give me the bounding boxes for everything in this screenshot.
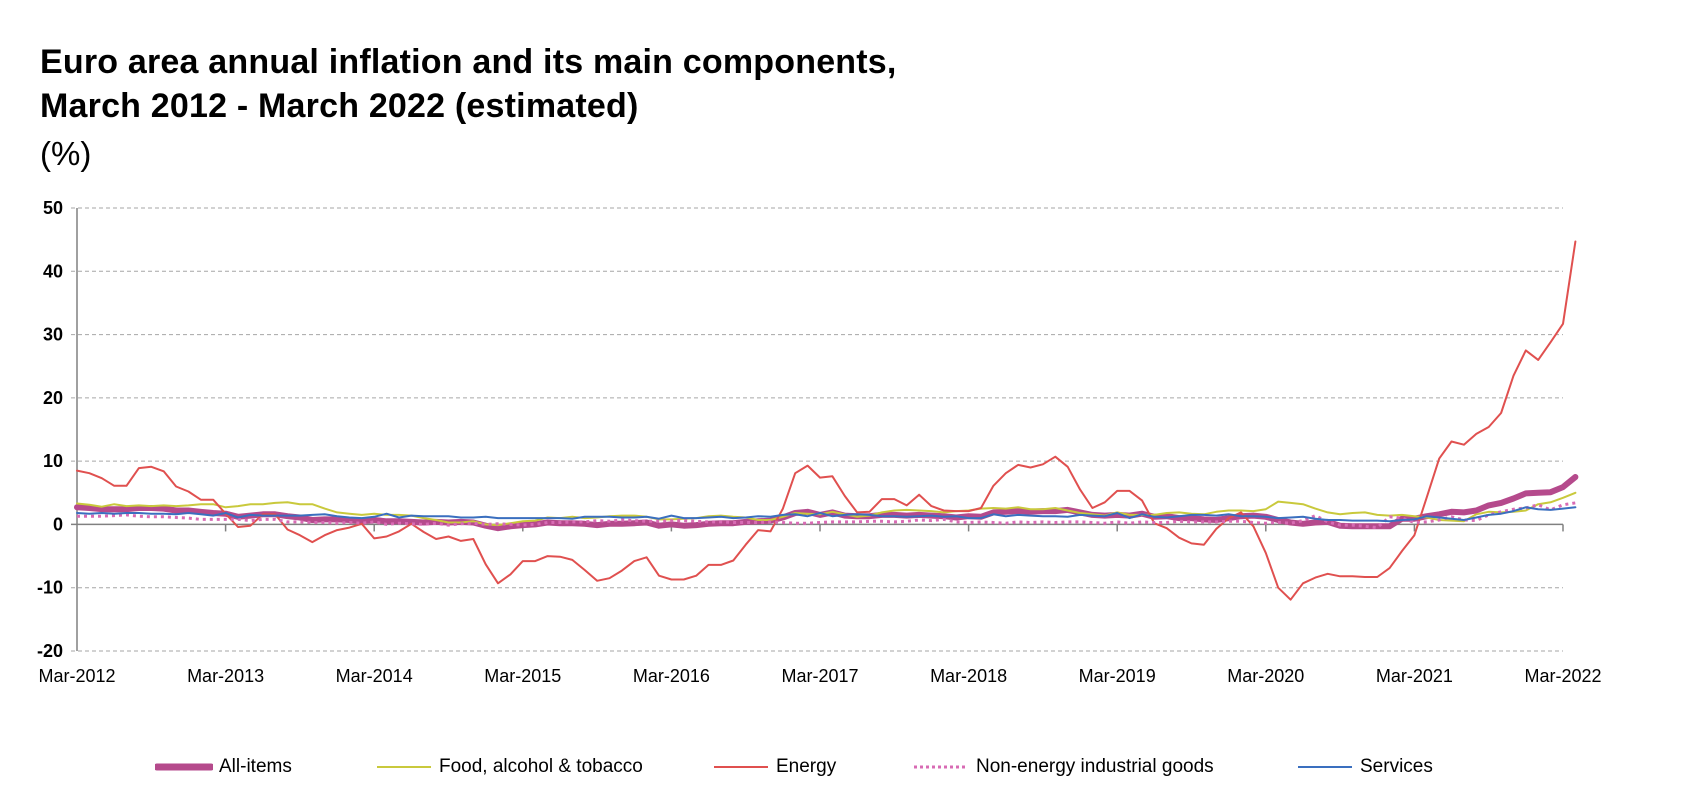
x-tick-label: Mar-2020 <box>1227 666 1304 686</box>
x-tick-label: Mar-2018 <box>930 666 1007 686</box>
x-tick-label: Mar-2016 <box>633 666 710 686</box>
series-lines <box>74 240 1579 601</box>
y-tick-label: 10 <box>43 451 63 471</box>
legend: All-items Food, alcohol & tobacco Energy… <box>0 752 1688 782</box>
y-axis-tick-labels: 50 40 30 20 10 0 -10 -20 <box>37 198 63 661</box>
y-tick-label: 40 <box>43 261 63 281</box>
legend-swatch-all-items <box>155 763 213 771</box>
chart-title-line-2: March 2012 - March 2022 (estimated) <box>40 87 639 125</box>
legend-label: All-items <box>219 756 292 777</box>
legend-item-non-energy-industrial-goods: Non-energy industrial goods <box>912 752 1214 782</box>
unit-label: (%) <box>40 135 92 172</box>
chart-title-line-1: Euro area annual inflation and its main … <box>40 43 897 81</box>
legend-item-all-items: All-items <box>155 752 292 782</box>
series-line-food-alcohol-tobacco <box>76 491 1577 527</box>
y-tick-label: -10 <box>37 578 63 598</box>
legend-item-food-alcohol-tobacco: Food, alcohol & tobacco <box>375 752 643 782</box>
x-axis-tick-labels: Mar-2012 Mar-2013 Mar-2014 Mar-2015 Mar-2016… <box>38 666 1601 686</box>
series-line-energy <box>76 240 1577 601</box>
legend-label: Non-energy industrial goods <box>976 756 1214 777</box>
legend-item-energy: Energy <box>712 752 836 782</box>
legend-swatch-non-energy <box>914 765 968 769</box>
y-tick-label: -20 <box>37 641 63 661</box>
x-tick-label: Mar-2021 <box>1376 666 1453 686</box>
legend-swatch-energy <box>714 766 768 768</box>
x-tick-label: Mar-2012 <box>38 666 115 686</box>
y-tick-label: 20 <box>43 388 63 408</box>
legend-label: Food, alcohol & tobacco <box>439 756 643 777</box>
x-tick-label: Mar-2013 <box>187 666 264 686</box>
x-tick-label: Mar-2022 <box>1524 666 1601 686</box>
legend-label: Services <box>1360 756 1433 777</box>
y-tick-label: 0 <box>53 514 63 534</box>
x-tick-label: Mar-2017 <box>781 666 858 686</box>
series-line-services <box>76 506 1577 523</box>
legend-swatch-services <box>1298 766 1352 768</box>
chart-title: Euro area annual inflation and its main … <box>40 40 897 128</box>
y-tick-label: 30 <box>43 325 63 345</box>
series-line-non-energy-industrial-goods <box>77 501 1576 530</box>
x-tick-label: Mar-2015 <box>484 666 561 686</box>
legend-item-services: Services <box>1296 752 1433 782</box>
legend-swatch-food <box>377 766 431 768</box>
legend-label: Energy <box>776 756 837 777</box>
x-tick-label: Mar-2014 <box>336 666 413 686</box>
x-tick-label: Mar-2019 <box>1079 666 1156 686</box>
gridlines <box>71 207 1563 652</box>
axes <box>71 208 1564 651</box>
y-tick-label: 50 <box>43 198 63 218</box>
